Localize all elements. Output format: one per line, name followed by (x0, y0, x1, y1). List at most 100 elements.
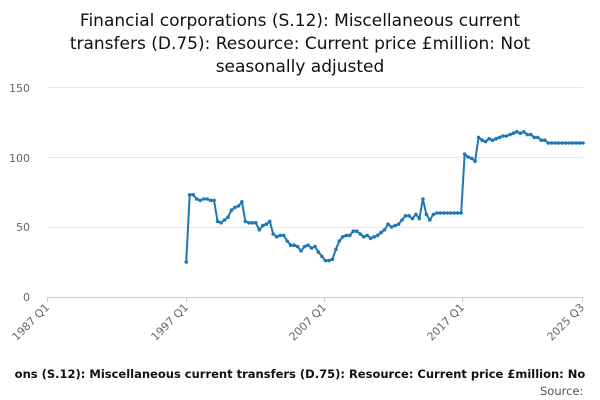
data-point (563, 141, 568, 145)
data-point (483, 139, 488, 144)
data-point (341, 235, 345, 239)
data-point (309, 246, 314, 250)
data-point (219, 221, 223, 225)
data-point (191, 193, 195, 197)
data-point (292, 243, 296, 247)
data-point (344, 233, 349, 238)
x-tick-label: 1987 Q1 (10, 301, 53, 344)
data-point (254, 221, 258, 225)
data-point (448, 211, 453, 215)
data-point (288, 243, 293, 247)
data-point (226, 215, 230, 219)
y-tick-label: 50 (16, 221, 30, 234)
data-point (469, 156, 474, 161)
data-point (372, 235, 376, 239)
data-point (327, 258, 331, 263)
data-point (501, 134, 505, 138)
data-point (455, 211, 460, 215)
data-point (382, 228, 387, 232)
data-point (417, 216, 422, 221)
data-point (208, 198, 213, 203)
data-point (560, 141, 564, 145)
data-point (368, 236, 373, 240)
data-point (428, 218, 432, 222)
data-point (299, 249, 303, 253)
data-point (212, 198, 216, 203)
data-point (250, 221, 255, 225)
data-point (487, 137, 491, 141)
data-point (247, 221, 251, 225)
data-point (386, 222, 390, 226)
data-point (532, 135, 537, 140)
data-point (435, 211, 439, 215)
data-point (546, 141, 550, 145)
data-point (278, 233, 282, 238)
data-point (508, 132, 512, 137)
data-point (348, 233, 352, 238)
data-point (497, 135, 502, 140)
data-point (494, 137, 498, 141)
data-point (424, 212, 429, 217)
data-point (330, 257, 335, 262)
data-point (229, 208, 234, 212)
data-point (518, 131, 523, 135)
data-point (452, 211, 457, 215)
x-tick-label: 1997 Q1 (149, 301, 192, 344)
x-tick-label: 2007 Q1 (287, 301, 330, 344)
data-point (515, 130, 519, 134)
data-point (334, 247, 338, 252)
data-point (306, 243, 310, 247)
data-point (260, 223, 265, 228)
data-point (302, 244, 307, 249)
data-point (361, 235, 366, 239)
data-point (414, 212, 418, 217)
data-point (525, 132, 530, 137)
data-point (480, 138, 484, 142)
series-group (184, 130, 585, 264)
chart-title-line-1: Financial corporations (S.12): Miscellan… (80, 11, 520, 31)
y-axis: 0 50 100 150 (9, 82, 30, 304)
data-point (240, 200, 244, 204)
data-point (539, 138, 544, 142)
data-point (236, 204, 241, 208)
y-tick-label: 100 (9, 152, 30, 165)
data-point (549, 141, 554, 145)
data-point (295, 244, 300, 249)
data-point (274, 235, 279, 239)
data-point (285, 239, 289, 243)
data-point (574, 141, 578, 145)
data-point (567, 141, 571, 145)
data-point (556, 141, 561, 145)
x-tick-label: 2017 Q1 (425, 301, 468, 344)
data-point (473, 159, 477, 163)
y-tick-label: 150 (9, 82, 30, 95)
data-point (476, 135, 481, 140)
y-tick-label: 0 (23, 291, 30, 304)
data-point (553, 141, 557, 145)
data-point (504, 134, 509, 138)
data-point (535, 135, 540, 140)
data-point (445, 211, 450, 215)
data-point (511, 131, 516, 135)
data-point (421, 197, 425, 201)
data-point (528, 132, 533, 137)
data-point (243, 219, 248, 224)
data-point (542, 138, 547, 142)
legend-label: ons (S.12): Miscellaneous current transf… (15, 367, 586, 381)
data-point (205, 197, 209, 201)
x-axis: 1987 Q1 1997 Q1 2007 Q1 2017 Q1 2025 Q3 (10, 297, 588, 344)
data-point (233, 205, 237, 210)
data-point (462, 152, 467, 156)
data-point (522, 130, 526, 134)
data-point (403, 214, 408, 218)
data-point (438, 211, 443, 215)
data-point (222, 218, 227, 222)
data-point (393, 223, 397, 228)
data-point (271, 232, 276, 236)
data-point (466, 155, 470, 159)
data-point (354, 229, 359, 233)
x-tick-label: 2025 Q3 (545, 301, 588, 344)
data-point (431, 212, 436, 217)
data-point (323, 258, 328, 263)
